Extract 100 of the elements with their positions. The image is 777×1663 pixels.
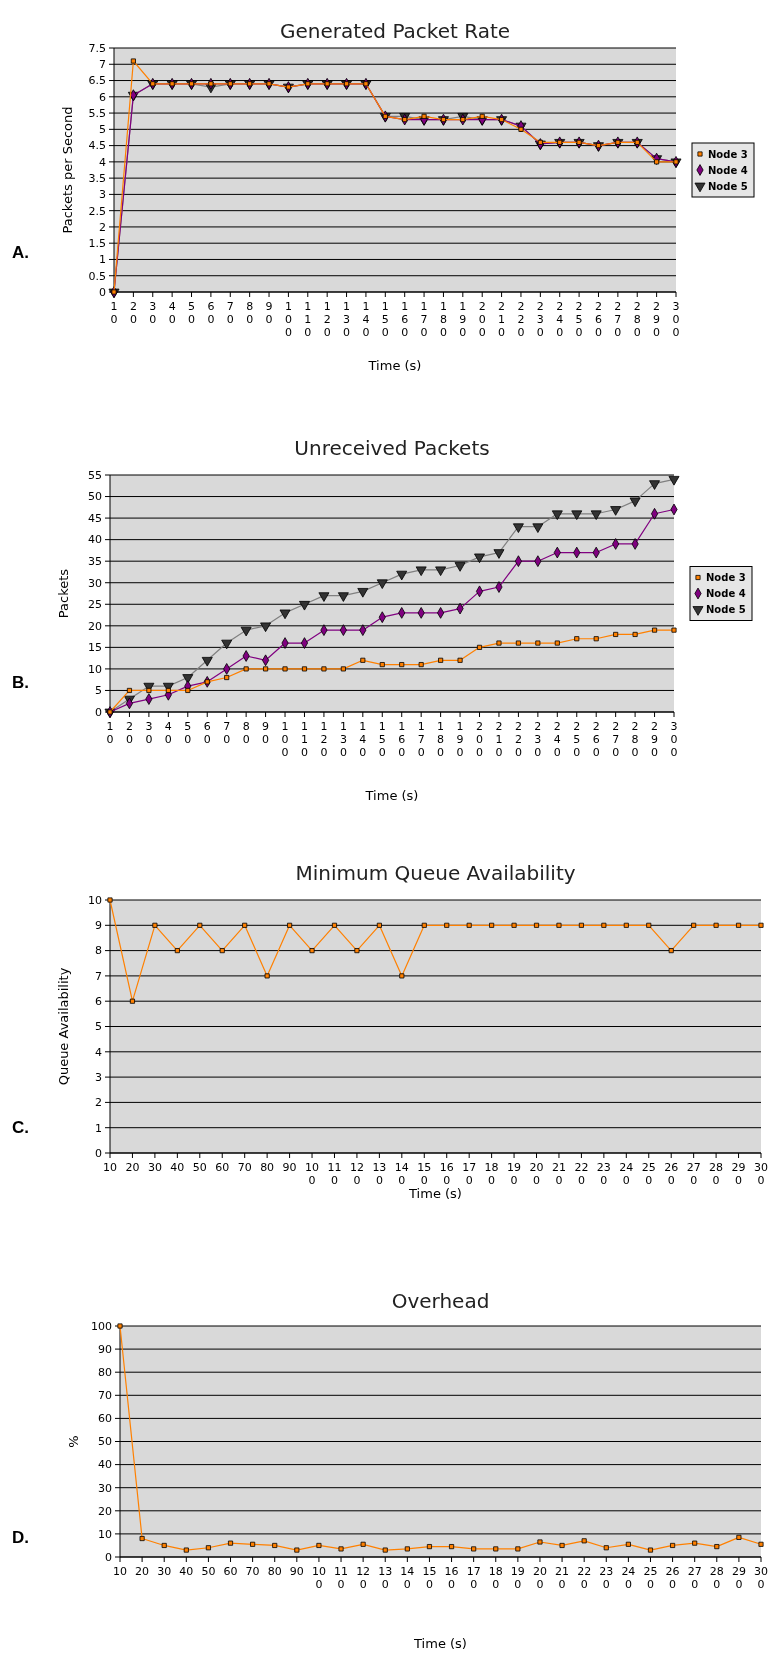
x-axis-title: Time (s) — [367, 358, 422, 373]
x-tick-label: 70 — [223, 720, 231, 746]
legend-label: Node 5 — [706, 604, 746, 615]
x-tick-label: 170 — [466, 1565, 481, 1591]
x-tick-label: 300 — [672, 300, 680, 339]
x-tick-label: 300 — [670, 720, 678, 759]
x-tick-label: 20 — [129, 300, 137, 326]
x-tick-label: 110 — [300, 720, 308, 759]
x-tick-label: 90 — [262, 720, 270, 746]
x-tick-label: 160 — [398, 720, 406, 759]
x-tick-label: 50 — [201, 1565, 216, 1578]
x-tick-label: 210 — [555, 1565, 570, 1591]
y-tick-label: 4 — [95, 1045, 102, 1059]
x-tick-label: 30 — [157, 1565, 172, 1578]
x-tick-label: 20 — [125, 1161, 140, 1174]
x-tick-label: 60 — [223, 1565, 238, 1578]
x-tick-label: 50 — [192, 1161, 207, 1174]
text: A. — [12, 243, 29, 262]
x-tick-label: 260 — [594, 300, 602, 339]
y-tick-label: 45 — [88, 511, 102, 525]
x-tick-label: 270 — [612, 720, 620, 759]
x-tick-label: 150 — [417, 1161, 432, 1187]
x-tick-label: 70 — [245, 1565, 260, 1578]
x-tick-label: 240 — [621, 1565, 636, 1591]
x-tick-label: 140 — [400, 1565, 415, 1591]
text: D. — [12, 1528, 29, 1547]
legend-label: Node 4 — [706, 588, 746, 599]
x-tick-label: 150 — [422, 1565, 437, 1591]
y-tick-label: 15 — [88, 641, 102, 655]
x-tick-label: 230 — [596, 1161, 611, 1187]
x-tick-label: 170 — [420, 300, 428, 339]
y-tick-label: 50 — [88, 490, 102, 504]
chart-title: Overhead — [391, 1289, 490, 1313]
y-tick-label: 3 — [99, 188, 106, 202]
y-tick-label: 10 — [88, 893, 102, 907]
y-tick-label: 0 — [95, 705, 102, 719]
x-tick-label: 60 — [215, 1161, 230, 1174]
y-tick-label: 40 — [98, 1458, 112, 1472]
x-tick-label: 200 — [478, 300, 486, 339]
x-tick-label: 80 — [246, 300, 254, 326]
x-tick-label: 300 — [754, 1161, 768, 1187]
x-axis-title: Time (s) — [413, 1636, 467, 1651]
x-tick-label: 30 — [149, 300, 157, 326]
x-tick-label: 140 — [359, 720, 367, 759]
x-tick-label: 280 — [709, 1161, 724, 1187]
y-tick-label: 3 — [95, 1070, 102, 1084]
y-tick-label: 8 — [95, 944, 102, 958]
x-tick-label: 160 — [439, 1161, 454, 1187]
x-tick-label: 40 — [179, 1565, 194, 1578]
x-tick-label: 130 — [343, 300, 351, 339]
x-tick-label: 200 — [532, 1565, 547, 1591]
x-tick-label: 130 — [372, 1161, 387, 1187]
legend-label: Node 4 — [708, 164, 748, 176]
y-tick-label: 1.5 — [88, 237, 106, 251]
y-axis-title: % — [66, 1435, 81, 1448]
y-tick-label: 4.5 — [88, 139, 106, 153]
x-tick-label: 180 — [437, 720, 445, 759]
x-tick-label: 210 — [495, 720, 503, 759]
x-tick-label: 140 — [394, 1161, 409, 1187]
y-tick-label: 7 — [99, 58, 106, 72]
x-tick-label: 290 — [731, 1565, 746, 1591]
x-tick-label: 150 — [381, 300, 389, 339]
x-tick-label: 90 — [282, 1161, 297, 1174]
x-tick-label: 200 — [476, 720, 484, 759]
x-tick-label: 60 — [207, 300, 215, 326]
x-tick-label: 300 — [754, 1565, 768, 1591]
x-tick-label: 150 — [378, 720, 386, 759]
x-tick-label: 100 — [284, 300, 292, 339]
y-axis-title: Packets — [56, 568, 71, 619]
y-axis-title: Queue Availability — [56, 967, 71, 1086]
y-tick-label: 25 — [88, 598, 102, 612]
x-tick-label: 260 — [665, 1565, 680, 1591]
x-tick-label: 20 — [125, 720, 133, 746]
x-tick-label: 230 — [536, 300, 544, 339]
x-tick-label: 290 — [651, 720, 659, 759]
x-tick-label: 60 — [203, 720, 211, 746]
x-tick-label: 290 — [653, 300, 661, 339]
x-tick-label: 280 — [709, 1565, 724, 1591]
y-tick-label: 30 — [88, 576, 102, 590]
y-tick-label: 10 — [98, 1527, 112, 1541]
y-tick-label: 10 — [88, 662, 102, 676]
y-tick-label: 2 — [99, 220, 106, 234]
chart-title: Unreceived Packets — [294, 436, 490, 460]
x-tick-label: 180 — [484, 1161, 499, 1187]
x-tick-label: 80 — [242, 720, 250, 746]
y-tick-label: 5 — [99, 123, 106, 137]
x-tick-label: 30 — [145, 720, 153, 746]
x-tick-label: 90 — [289, 1565, 304, 1578]
x-tick-label: 170 — [462, 1161, 477, 1187]
x-tick-label: 270 — [686, 1161, 701, 1187]
y-tick-label: 5.5 — [88, 106, 106, 120]
x-tick-label: 90 — [265, 300, 273, 326]
chart-title: Generated Packet Rate — [279, 19, 511, 43]
x-tick-label: 160 — [444, 1565, 459, 1591]
chart-title: Minimum Queue Availability — [295, 861, 576, 885]
x-tick-label: 40 — [164, 720, 172, 746]
x-tick-label: 120 — [356, 1565, 371, 1591]
x-tick-label: 80 — [260, 1161, 275, 1174]
y-tick-label: 55 — [88, 468, 102, 482]
x-tick-label: 70 — [237, 1161, 252, 1174]
